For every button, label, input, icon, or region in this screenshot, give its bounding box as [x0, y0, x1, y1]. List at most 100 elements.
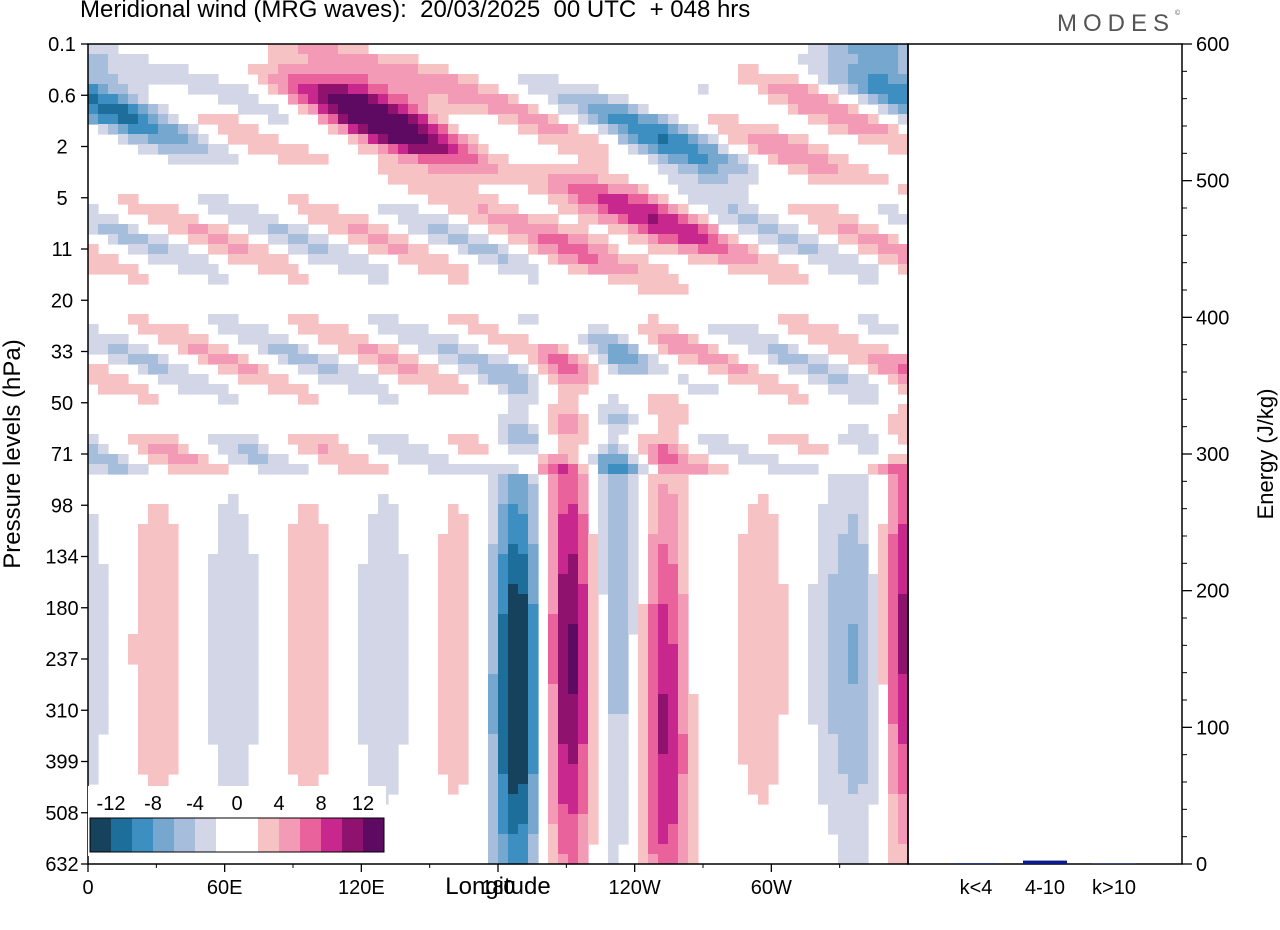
heatmap-cell: [468, 324, 479, 335]
heatmap-cell: [438, 184, 449, 195]
heatmap-cell: [758, 214, 769, 225]
colorbar-swatch: [258, 818, 279, 852]
heatmap-cell: [208, 434, 219, 445]
heatmap-cell: [128, 344, 139, 355]
heatmap-cell: [848, 64, 859, 75]
heatmap-cell: [88, 114, 99, 125]
heatmap-cell: [868, 384, 879, 395]
heatmap-cell: [508, 794, 519, 805]
heatmap-cell: [288, 224, 299, 235]
heatmap-cell: [558, 364, 569, 375]
heatmap-cell: [608, 184, 619, 195]
heatmap-cell: [588, 664, 599, 675]
heatmap-cell: [368, 714, 379, 725]
heatmap-cell: [508, 264, 519, 275]
colorbar-label: -4: [186, 793, 204, 815]
heatmap-cell: [628, 254, 639, 265]
heatmap-cell: [588, 624, 599, 635]
heatmap-cell: [568, 414, 579, 425]
heatmap-cell: [478, 214, 489, 225]
heatmap-cell: [388, 704, 399, 715]
heatmap-cell: [758, 234, 769, 245]
heatmap-cell: [578, 764, 589, 775]
heatmap-cell: [148, 574, 159, 585]
heatmap-cell: [308, 434, 319, 445]
heatmap-cell: [618, 664, 629, 675]
heatmap-cell: [658, 274, 669, 285]
heatmap-cell: [398, 144, 409, 155]
heatmap-cell: [228, 564, 239, 575]
heatmap-cell: [638, 464, 649, 475]
heatmap-cell: [168, 624, 179, 635]
heatmap-cell: [848, 804, 859, 815]
heatmap-cell: [858, 664, 869, 675]
heatmap-cell: [558, 454, 569, 465]
heatmap-cell: [458, 764, 469, 775]
heatmap-cell: [798, 464, 809, 475]
heatmap-cell: [888, 764, 899, 775]
heatmap-cell: [108, 384, 119, 395]
heatmap-cell: [398, 654, 409, 665]
heatmap-cell: [318, 624, 329, 635]
heatmap-cell: [218, 434, 229, 445]
heatmap-cell: [618, 464, 629, 475]
heatmap-cell: [528, 724, 539, 735]
heatmap-cell: [218, 534, 229, 545]
heatmap-cell: [448, 744, 459, 755]
heatmap-cell: [738, 64, 749, 75]
heatmap-cell: [488, 614, 499, 625]
heatmap-cell: [568, 694, 579, 705]
heatmap-cell: [168, 734, 179, 745]
heatmap-cell: [458, 164, 469, 175]
heatmap-cell: [318, 594, 329, 605]
heatmap-cell: [838, 764, 849, 775]
heatmap-cell: [208, 714, 219, 725]
heatmap-cell: [88, 574, 99, 585]
heatmap-cell: [328, 54, 339, 65]
heatmap-cell: [548, 514, 559, 525]
heatmap-cell: [808, 694, 819, 705]
heatmap-cell: [458, 464, 469, 475]
heatmap-cell: [868, 234, 879, 245]
heatmap-cell: [218, 624, 229, 635]
heatmap-cell: [858, 524, 869, 535]
heatmap-cell: [618, 534, 629, 545]
heatmap-cell: [488, 804, 499, 815]
heatmap-cell: [228, 254, 239, 265]
heatmap-cell: [888, 574, 899, 585]
heatmap-cell: [778, 464, 789, 475]
heatmap-cell: [208, 554, 219, 565]
heatmap-cell: [368, 744, 379, 755]
heatmap-cell: [768, 574, 779, 585]
heatmap-cell: [568, 524, 579, 535]
heatmap-cell: [558, 764, 569, 775]
heatmap-cell: [348, 364, 359, 375]
heatmap-cell: [128, 244, 139, 255]
heatmap-cell: [808, 214, 819, 225]
heatmap-cell: [148, 684, 159, 695]
heatmap-cell: [508, 344, 519, 355]
heatmap-cell: [548, 454, 559, 465]
heatmap-cell: [248, 254, 259, 265]
colorbar-frame: [89, 817, 385, 853]
heatmap-cell: [868, 174, 879, 185]
heatmap-cell: [668, 774, 679, 785]
heatmap-cell: [308, 744, 319, 755]
heatmap-cell: [588, 374, 599, 385]
heatmap-cell: [618, 274, 629, 285]
heatmap-cell: [838, 634, 849, 645]
heatmap-cell: [618, 624, 629, 635]
heatmap-cell: [898, 684, 909, 695]
heatmap-cell: [748, 224, 759, 235]
heatmap-cell: [768, 134, 779, 145]
heatmap-cell: [528, 844, 539, 855]
heatmap-cell: [728, 134, 739, 145]
heatmap-cell: [568, 804, 579, 815]
heatmap-cell: [668, 614, 679, 625]
heatmap-cell: [238, 674, 249, 685]
heatmap-cell: [828, 94, 839, 105]
heatmap-cell: [558, 124, 569, 135]
heatmap-cell: [848, 564, 859, 575]
heatmap-cell: [668, 404, 679, 415]
heatmap-cell: [458, 184, 469, 195]
